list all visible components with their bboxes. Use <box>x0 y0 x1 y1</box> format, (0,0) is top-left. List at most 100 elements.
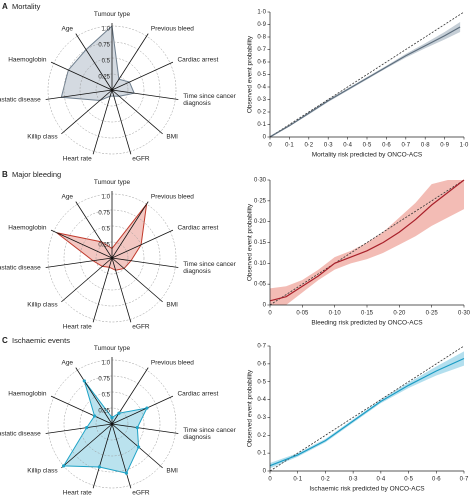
y-tick-label: 0·20 <box>254 219 267 225</box>
panel-title: Ischaemic events <box>12 336 70 345</box>
radar-point <box>117 411 121 415</box>
y-tick-label: 0·2 <box>257 433 266 439</box>
r-tick-label: 0.5 <box>102 393 111 399</box>
r-tick-label: 1.0 <box>102 361 111 367</box>
spoke <box>111 257 179 268</box>
spoke <box>111 423 179 434</box>
spoke <box>111 89 179 100</box>
axis-label: Killip class <box>27 133 58 141</box>
x-tick-label: 0·6 <box>432 477 441 483</box>
x-tick-label: 1·0 <box>460 143 469 149</box>
radar-area <box>62 380 148 474</box>
y-tick-label: 0·4 <box>257 85 266 91</box>
r-tick-label: 1.0 <box>102 27 111 33</box>
x-tick-label: 0·2 <box>321 477 330 483</box>
spoke <box>111 61 174 91</box>
spoke <box>111 423 163 469</box>
x-tick-label: 0 <box>268 143 272 149</box>
y-tick-label: 0 <box>263 135 267 141</box>
spoke <box>111 257 132 323</box>
x-tick-label: 0·4 <box>343 143 352 149</box>
axis-label: Age <box>61 193 74 201</box>
radar-point <box>110 416 114 420</box>
calibration-line <box>269 357 465 467</box>
y-tick-label: 0·6 <box>257 361 266 367</box>
y-tick-label: 0·3 <box>257 415 266 421</box>
axis-label: Metastatic disease <box>0 264 41 272</box>
x-tick-label: 0·20 <box>393 311 406 317</box>
radar-point <box>82 379 86 383</box>
radar-point <box>135 426 139 430</box>
x-tick-label: 0·30 <box>458 311 471 317</box>
x-tick-label: 0·5 <box>404 477 413 483</box>
radar-point <box>145 406 149 410</box>
axis-label: Heart rate <box>62 323 92 331</box>
axis-label: Heart rate <box>62 155 92 163</box>
y-tick-label: 0·7 <box>257 344 266 350</box>
x-tick-label: 0·1 <box>285 143 294 149</box>
x-tick-label: 0·3 <box>349 477 358 483</box>
spoke <box>111 257 163 303</box>
spoke <box>45 257 113 268</box>
y-tick-label: 0·8 <box>257 35 266 41</box>
r-tick-label: 0.5 <box>102 59 111 65</box>
x-axis-label: Mortality risk predicted by ONCO-ACS <box>312 152 423 159</box>
axis-label: eGFR <box>132 155 150 163</box>
radar-point <box>92 414 97 418</box>
spoke <box>45 89 113 100</box>
y-tick-label: 0·9 <box>257 22 266 28</box>
y-tick-label: 0·05 <box>254 282 267 288</box>
spoke <box>111 89 132 155</box>
axis-label: Cardiac arrest <box>177 390 219 398</box>
x-tick-label: 0·5 <box>363 143 372 149</box>
spoke <box>111 423 132 489</box>
spoke <box>75 367 113 425</box>
spoke <box>75 201 113 259</box>
axis-label: Time since cancer diagnosis <box>183 427 236 442</box>
spoke <box>75 33 113 91</box>
r-tick-label: 0.5 <box>102 227 111 233</box>
axis-label: Killip class <box>27 467 58 475</box>
y-tick-label: 0·5 <box>257 379 266 385</box>
axis-label: Cardiac arrest <box>177 56 219 64</box>
r-tick-label: 0.75 <box>98 377 110 383</box>
axis-label: Haemoglobin <box>8 390 47 398</box>
x-tick-label: 0·2 <box>304 143 313 149</box>
y-tick-label: 0·2 <box>257 110 266 116</box>
panel-title: Major bleeding <box>12 170 61 179</box>
spoke <box>61 423 113 469</box>
y-tick-label: 0·1 <box>257 451 266 457</box>
y-tick-label: 0·30 <box>254 178 267 184</box>
spoke <box>50 61 113 91</box>
y-tick-label: 0·1 <box>257 122 266 128</box>
spoke <box>92 257 113 323</box>
x-tick-label: 0·10 <box>329 311 342 317</box>
r-tick-label: 0.25 <box>98 75 110 81</box>
spoke <box>61 89 113 135</box>
axis-label: Haemoglobin <box>8 224 47 232</box>
y-tick-label: 0·4 <box>257 397 266 403</box>
x-tick-label: 0·4 <box>377 477 386 483</box>
panel-letter: A <box>2 2 8 11</box>
x-tick-label: 0·9 <box>440 143 449 149</box>
r-tick-label: 0.75 <box>98 211 110 217</box>
radar-point <box>85 426 89 430</box>
reference-line <box>269 11 465 138</box>
panel-letter: B <box>2 170 8 179</box>
r-tick-label: 0.25 <box>98 243 110 249</box>
axis-label: Tumour type <box>93 344 131 352</box>
y-tick-label: 0·25 <box>254 198 267 204</box>
y-tick-label: 0·15 <box>254 240 267 246</box>
axis-label: Cardiac arrest <box>177 224 219 232</box>
axis-label: BMI <box>166 467 178 475</box>
ci-band <box>270 351 464 469</box>
y-tick-label: 1·0 <box>257 10 266 16</box>
panel-letter: C <box>2 336 8 345</box>
spoke <box>61 257 113 303</box>
calibration-line <box>269 26 461 138</box>
spoke <box>111 201 149 259</box>
axis-label: Previous bleed <box>150 25 194 33</box>
axis-label: eGFR <box>132 323 150 331</box>
spoke <box>111 367 149 425</box>
